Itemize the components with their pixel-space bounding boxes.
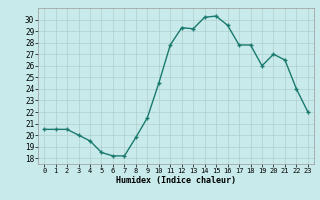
X-axis label: Humidex (Indice chaleur): Humidex (Indice chaleur)	[116, 176, 236, 185]
